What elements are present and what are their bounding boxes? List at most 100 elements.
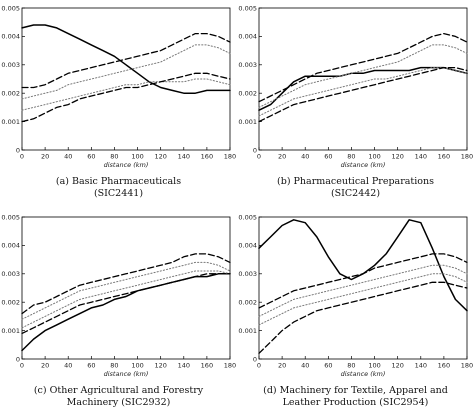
chart-d-y-tick-label: 0 (253, 355, 257, 363)
chart-b-x-tick-label: 140 (415, 153, 427, 161)
chart-b-y-tick-label: 0.005 (238, 4, 257, 12)
chart-c-x-tick-label: 80 (110, 362, 118, 370)
chart-b-frame (258, 7, 468, 151)
chart-a-x-tick-label: 180 (224, 153, 236, 161)
chart-a-x-tick-label: 20 (41, 153, 49, 161)
chart-a-series-line-2 (21, 32, 231, 89)
chart-a-x-tick-label: 120 (154, 153, 166, 161)
chart-c-x-axis-label: distance (km) (104, 370, 149, 378)
chart-a-x-tick-label: 160 (201, 153, 213, 161)
chart-d-x-tick-label: 80 (347, 362, 355, 370)
chart-c-y-tick-label: 0 (16, 355, 20, 363)
chart-a-series-line-3 (21, 44, 231, 100)
chart-c-plot: 0 0.001 0.002 0.003 0.004 0.005 0 20 40 60 80 100 12… (1, 213, 236, 378)
chart-b-caption-line2: (SIC2442) (330, 188, 381, 199)
chart-c-x-tick-label: 60 (87, 362, 95, 370)
chart-c-x-tick-label: 180 (224, 362, 236, 370)
chart-c-frame (21, 216, 231, 360)
chart-a-plot: 0 0.001 0.002 0.003 0.004 0.005 0 20 40 60 80 100 12… (1, 4, 236, 169)
chart-d-y-tick-label: 0.005 (238, 213, 257, 221)
chart-d-y-tick-label: 0.003 (238, 270, 257, 278)
chart-a-x-tick-label: 40 (64, 153, 72, 161)
chart-a-caption-line2: (SIC2441) (93, 188, 144, 199)
chart-b-y-tick-label: 0.001 (238, 118, 257, 126)
chart-d-x-tick-label: 180 (461, 362, 473, 370)
chart-b-caption-line1: (b) Pharmaceutical Preparations (277, 176, 434, 187)
chart-b-series-line-1 (258, 66, 468, 111)
chart-d-series-line-2 (258, 253, 468, 309)
chart-c-x-tick-label: 0 (20, 362, 24, 370)
chart-b-x-tick-label: 0 (257, 153, 261, 161)
chart-c-x-tick-label: 160 (201, 362, 213, 370)
chart-c-y-tick-label: 0.003 (1, 270, 20, 278)
chart-d-x-tick-label: 140 (415, 362, 427, 370)
chart-a-series-line-5 (21, 72, 231, 123)
chart-d-x-tick-label: 120 (391, 362, 403, 370)
chart-d-x-tick-label: 160 (438, 362, 450, 370)
chart-b-caption: (b) Pharmaceutical Preparations (SIC2442… (237, 176, 474, 200)
chart-c-series-line-4 (21, 270, 231, 329)
chart-d-caption-line2: Leather Production (SIC2954) (282, 397, 429, 408)
chart-b-plot: 0 0.001 0.002 0.003 0.004 0.005 0 20 40 60 80 100 12… (238, 4, 473, 169)
chart-a-y-tick-label: 0.002 (1, 90, 20, 98)
chart-b-x-tick-label: 80 (347, 153, 355, 161)
chart-c-x-tick-label: 40 (64, 362, 72, 370)
chart-c-x-tick-label: 120 (154, 362, 166, 370)
chart-b-x-tick-label: 120 (391, 153, 403, 161)
chart-a-y-tick-label: 0 (16, 146, 20, 154)
chart-d-x-tick-label: 20 (278, 362, 286, 370)
chart-b-series-line-5 (258, 66, 468, 123)
chart-a-x-tick-label: 100 (131, 153, 143, 161)
chart-d-x-tick-label: 40 (301, 362, 309, 370)
chart-b-y-tick-label: 0 (253, 146, 257, 154)
chart-d-series-line-4 (258, 273, 468, 326)
chart-d-plot: 0 0.001 0.002 0.003 0.004 0.005 0 20 40 60 80 100 12… (238, 213, 473, 378)
chart-c-series-line-2 (21, 253, 231, 315)
chart-a-series-line-4 (21, 78, 231, 111)
chart-b-y-tick-label: 0.003 (238, 61, 257, 69)
chart-d-series-line-1 (258, 219, 468, 312)
chart-a-y-tick-label: 0.004 (1, 33, 20, 41)
chart-a-x-tick-label: 140 (178, 153, 190, 161)
chart-c-y-tick-label: 0.001 (1, 327, 20, 335)
chart-d-caption-line1: (d) Machinery for Textile, Apparel and (263, 385, 448, 396)
chart-c-caption-line1: (c) Other Agricultural and Forestry (33, 385, 204, 396)
chart-c-x-tick-label: 20 (41, 362, 49, 370)
chart-b-x-axis-label: distance (km) (341, 161, 386, 169)
chart-d-y-tick-label: 0.001 (238, 327, 257, 335)
chart-b-y-tick-label: 0.002 (238, 90, 257, 98)
chart-a-y-tick-label: 0.003 (1, 61, 20, 69)
chart-a-x-tick-label: 80 (110, 153, 118, 161)
chart-c-caption: (c) Other Agricultural and Forestry Mach… (0, 385, 237, 409)
chart-a-x-tick-label: 0 (20, 153, 24, 161)
chart-c-caption-line2: Machinery (SIC2932) (66, 397, 171, 408)
chart-c-series-line-5 (21, 273, 231, 335)
panel-b: 0 0.001 0.002 0.003 0.004 0.005 0 20 40 60 80 100 12… (237, 0, 474, 209)
chart-d-x-tick-label: 0 (257, 362, 261, 370)
chart-d-series-line-5 (258, 281, 468, 354)
panel-c: 0 0.001 0.002 0.003 0.004 0.005 0 20 40 60 80 100 12… (0, 209, 237, 418)
chart-c-series-line-3 (21, 261, 231, 320)
chart-a-caption-line1: (a) Basic Pharmaceuticals (55, 176, 182, 187)
chart-b-series-line-4 (258, 67, 468, 117)
chart-d-x-axis-label: distance (km) (341, 370, 386, 378)
chart-d-x-tick-label: 100 (368, 362, 380, 370)
chart-c-x-tick-label: 100 (131, 362, 143, 370)
chart-d-y-tick-label: 0.004 (238, 242, 257, 250)
chart-d-y-tick-label: 0.002 (238, 299, 257, 307)
chart-a-y-tick-label: 0.005 (1, 4, 20, 12)
chart-b-series-line-2 (258, 32, 468, 103)
panel-d: 0 0.001 0.002 0.003 0.004 0.005 0 20 40 60 80 100 12… (237, 209, 474, 418)
chart-b-x-tick-label: 40 (301, 153, 309, 161)
chart-c-y-tick-label: 0.004 (1, 242, 20, 250)
chart-a-series-line-1 (21, 24, 231, 94)
chart-d-frame (258, 216, 468, 360)
chart-a-caption: (a) Basic Pharmaceuticals (SIC2441) (0, 176, 237, 200)
chart-b-x-tick-label: 60 (324, 153, 332, 161)
chart-d-x-tick-label: 60 (324, 362, 332, 370)
chart-a-y-tick-label: 0.001 (1, 118, 20, 126)
chart-c-y-tick-label: 0.005 (1, 213, 20, 221)
chart-b-y-tick-label: 0.004 (238, 33, 257, 41)
chart-a-x-axis-label: distance (km) (104, 161, 149, 169)
chart-d-series-line-3 (258, 264, 468, 317)
